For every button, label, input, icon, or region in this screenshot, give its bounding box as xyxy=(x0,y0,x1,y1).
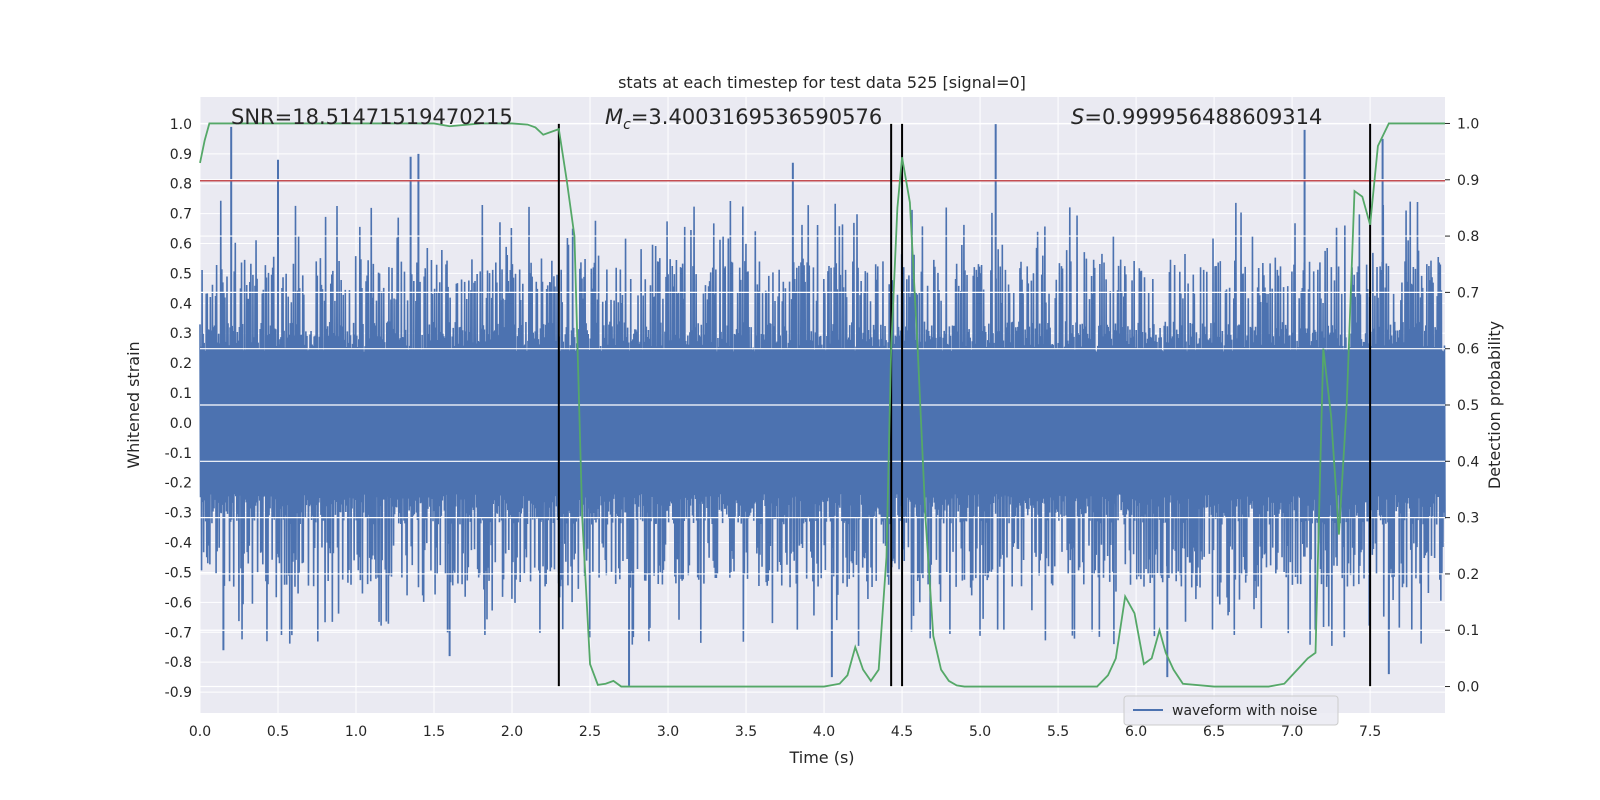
x-tick-label: 6.0 xyxy=(1125,724,1147,740)
chirp-mass-value: =3.4003169536590576 xyxy=(631,105,882,129)
y-tick-label: 0.6 xyxy=(170,237,192,253)
legend-label: waveform with noise xyxy=(1172,703,1317,719)
snr-annotation: SNR=18.51471519470215 xyxy=(231,105,513,129)
y2-tick-label: 0.4 xyxy=(1457,454,1479,470)
chirp-mass-annotation: Mc=3.4003169536590576 xyxy=(605,105,882,133)
x-tick-label: 3.0 xyxy=(657,724,679,740)
y2-tick-label: 0.1 xyxy=(1457,623,1479,639)
y-tick-label: 0.7 xyxy=(170,207,192,223)
chirp-mass-subscript: c xyxy=(623,117,631,133)
y-tick-label: 0.0 xyxy=(170,416,192,432)
y-tick-label: -0.7 xyxy=(165,625,192,641)
x-tick-label: 7.0 xyxy=(1281,724,1303,740)
y2-tick-label: 0.8 xyxy=(1457,229,1479,245)
legend-box xyxy=(1123,695,1339,726)
y2-tick-label: 0.7 xyxy=(1457,285,1479,301)
x-tick-label: 1.5 xyxy=(423,724,445,740)
x-tick-label: 2.0 xyxy=(501,724,523,740)
y-tick-label: 0.9 xyxy=(170,147,192,163)
x-tick-label: 5.0 xyxy=(969,724,991,740)
x-tick-label: 2.5 xyxy=(579,724,601,740)
y-tick-label: 1.0 xyxy=(170,117,192,133)
x-tick-label: 0.5 xyxy=(267,724,289,740)
y-tick-label: 0.4 xyxy=(170,296,192,312)
y-tick-label: -0.4 xyxy=(165,536,192,552)
y2-axis-ticks: 0.0 0.1 0.2 0.3 0.4 0.5 0.6 0.7 0.8 0.9 1.0 xyxy=(1445,116,1479,696)
chirp-mass-symbol: M xyxy=(605,105,623,129)
y-tick-label: -0.8 xyxy=(165,655,192,671)
y2-tick-label: 0.0 xyxy=(1457,680,1479,696)
x-tick-label: 1.0 xyxy=(345,724,367,740)
y2-axis-label: Detection probability xyxy=(1485,321,1504,489)
y-tick-label: -0.9 xyxy=(165,685,192,701)
legend: waveform with noise xyxy=(1123,695,1339,726)
y-tick-label: 0.5 xyxy=(170,266,192,282)
x-tick-label: 0.0 xyxy=(189,724,211,740)
y-tick-label: 0.3 xyxy=(170,326,192,342)
chart-title: stats at each timestep for test data 525… xyxy=(618,73,1026,92)
x-tick-label: 4.5 xyxy=(891,724,913,740)
y2-tick-label: 0.3 xyxy=(1457,511,1479,527)
y-tick-label: -0.6 xyxy=(165,595,192,611)
x-tick-label: 5.5 xyxy=(1047,724,1069,740)
s-annotation: S=0.999956488609314 xyxy=(1071,105,1322,129)
x-axis-label: Time (s) xyxy=(788,748,854,767)
y-tick-label: -0.1 xyxy=(165,446,192,462)
y-tick-label: -0.3 xyxy=(165,506,192,522)
y2-tick-label: 0.6 xyxy=(1457,342,1479,358)
y-axis-label: Whitened strain xyxy=(124,341,143,468)
strain-line xyxy=(199,200,1446,646)
s-symbol: S xyxy=(1071,105,1084,129)
y2-tick-label: 0.9 xyxy=(1457,173,1479,189)
x-tick-label: 6.5 xyxy=(1203,724,1225,740)
s-value: =0.999956488609314 xyxy=(1084,105,1322,129)
y2-tick-label: 0.2 xyxy=(1457,567,1479,583)
y-axis-ticks: 1.0 0.9 0.8 0.7 0.6 0.5 0.4 0.3 0.2 0.1 0.0 -0.1 -0.… xyxy=(165,117,192,701)
y-tick-label: 0.1 xyxy=(170,386,192,402)
x-tick-label: 3.5 xyxy=(735,724,757,740)
y-tick-label: 0.8 xyxy=(170,177,192,193)
y2-tick-label: 1.0 xyxy=(1457,116,1479,132)
probability-line xyxy=(199,122,1445,688)
y-tick-label: -0.5 xyxy=(165,565,192,581)
x-tick-label: 7.5 xyxy=(1359,724,1381,740)
x-tick-label: 4.0 xyxy=(813,724,835,740)
x-axis-ticks: 0.0 0.5 1.0 1.5 2.0 2.5 3.0 3.5 4.0 4.5 5.0 5.5 6.0 6… xyxy=(189,724,1381,740)
y-tick-label: -0.2 xyxy=(165,476,192,492)
probability-series xyxy=(199,122,1445,688)
y-tick-label: 0.2 xyxy=(170,356,192,372)
y2-tick-label: 0.5 xyxy=(1457,398,1479,414)
